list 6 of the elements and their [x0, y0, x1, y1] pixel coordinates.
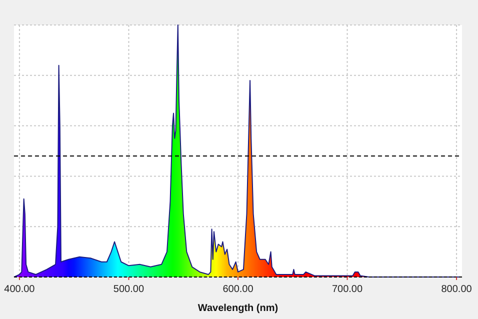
x-axis-title: Wavelength (nm)	[198, 303, 278, 314]
x-tick-label: 600.00	[222, 284, 254, 295]
x-tick-label: 500.00	[113, 284, 144, 295]
x-tick-label: 800.00	[441, 284, 472, 295]
x-tick-label: 400.00	[4, 284, 36, 295]
x-tick-label: 700.00	[332, 284, 363, 295]
